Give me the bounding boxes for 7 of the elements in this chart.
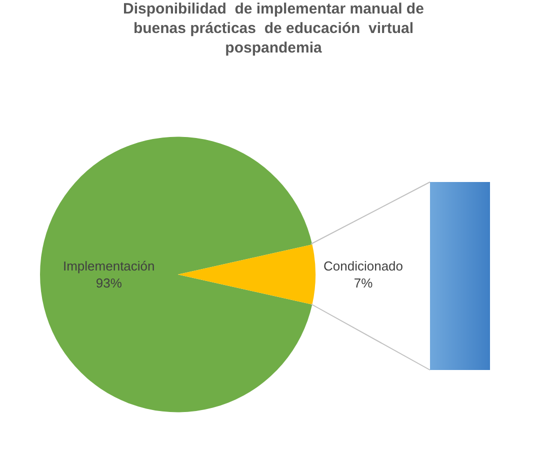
chart-title: Disponibilidad de implementar manual de buenas prácticas de educación virtual pospandemia xyxy=(123,0,424,56)
pie-slice xyxy=(40,136,312,412)
slice-label: Condicionado xyxy=(324,258,404,274)
slice-label: Implementación xyxy=(62,258,155,274)
data-label: 93% xyxy=(96,275,122,290)
data-label: 7% xyxy=(354,275,374,290)
pie-slice xyxy=(178,244,316,305)
